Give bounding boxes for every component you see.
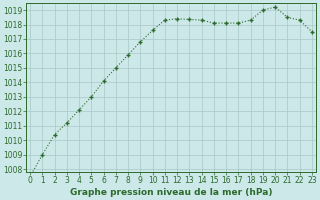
X-axis label: Graphe pression niveau de la mer (hPa): Graphe pression niveau de la mer (hPa) — [70, 188, 272, 197]
